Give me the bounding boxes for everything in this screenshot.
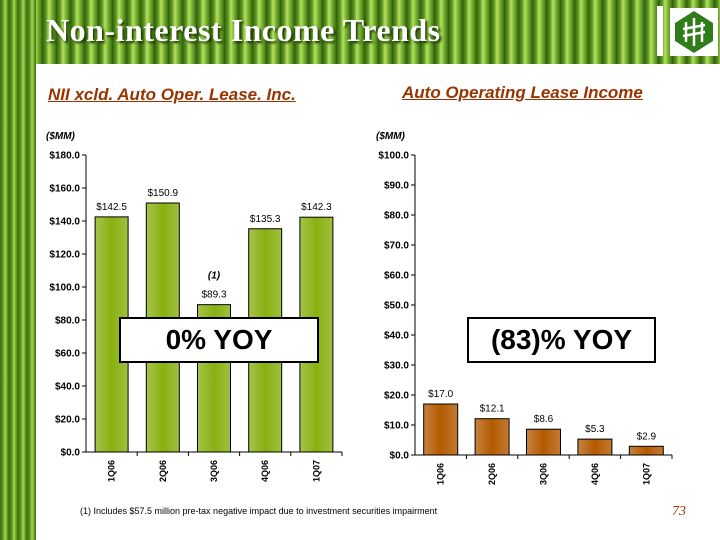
right-y-tick-label: $80.0 (384, 211, 409, 222)
right-yoy-callout: (83)% YOY (467, 317, 656, 363)
company-logo-icon (670, 8, 718, 56)
left-bar-value-label: $142.5 (96, 202, 127, 213)
right-x-tick-label: 4Q06 (590, 463, 600, 485)
left-y-tick-label: $180.0 (49, 151, 80, 162)
right-unit-label: ($MM) (376, 131, 405, 142)
left-chart-title: NII xcld. Auto Oper. Lease. Inc. (48, 85, 296, 104)
right-x-tick-label: 2Q06 (487, 463, 497, 485)
left-y-tick-label: $40.0 (55, 382, 80, 393)
left-y-tick-label: $120.0 (49, 250, 80, 261)
right-y-tick-label: $0.0 (390, 451, 410, 462)
right-bar-value-label: $8.6 (534, 414, 554, 425)
left-x-tick-label: 3Q06 (209, 460, 219, 482)
right-y-tick-label: $40.0 (384, 331, 409, 342)
right-x-tick-label: 1Q06 (436, 463, 446, 485)
logo-divider (657, 6, 663, 56)
right-bar-value-label: $5.3 (585, 424, 605, 435)
right-y-tick-label: $50.0 (384, 301, 409, 312)
left-y-tick-label: $80.0 (55, 316, 80, 327)
left-y-tick-label: $0.0 (61, 448, 81, 459)
left-y-tick-label: $160.0 (49, 184, 80, 195)
left-bar-value-label: $142.3 (301, 202, 332, 213)
left-x-tick-label: 2Q06 (158, 460, 168, 482)
right-y-tick-label: $30.0 (384, 361, 409, 372)
right-bar-value-label: $12.1 (480, 404, 505, 415)
right-bar-value-label: $17.0 (428, 389, 453, 400)
right-chart-title: Auto Operating Lease Income (402, 83, 643, 102)
left-y-tick-label: $140.0 (49, 217, 80, 228)
page-number: 73 (672, 504, 686, 519)
left-y-tick-label: $100.0 (49, 283, 80, 294)
right-y-tick-label: $90.0 (384, 181, 409, 192)
right-y-tick-label: $20.0 (384, 391, 409, 402)
left-bar-value-label: $150.9 (148, 188, 179, 199)
left-bar-value-label: $135.3 (250, 214, 281, 225)
left-y-tick-label: $20.0 (55, 415, 80, 426)
left-x-tick-label: 4Q06 (260, 460, 270, 482)
right-x-tick-label: 1Q07 (641, 463, 651, 485)
footnote: (1) Includes $57.5 million pre-tax negat… (80, 506, 438, 516)
right-y-tick-label: $100.0 (378, 151, 409, 162)
right-bar (577, 438, 613, 456)
left-bar-value-label: $89.3 (201, 290, 226, 301)
left-x-tick-label: 1Q07 (311, 460, 321, 482)
right-x-tick-label: 3Q06 (539, 463, 549, 485)
left-y-tick-label: $60.0 (55, 349, 80, 360)
sidebar-decoration (0, 0, 36, 540)
right-y-tick-label: $60.0 (384, 271, 409, 282)
right-bar (474, 418, 510, 456)
right-y-tick-label: $10.0 (384, 421, 409, 432)
right-bar-value-label: $2.9 (637, 431, 657, 442)
left-bar-annotation: (1) (208, 271, 221, 282)
right-bar (423, 403, 459, 456)
right-bar (526, 428, 561, 456)
left-x-tick-label: 1Q06 (107, 460, 117, 482)
page-title: Non-interest Income Trends (46, 12, 441, 48)
left-yoy-callout: 0% YOY (119, 317, 319, 363)
right-bar (628, 445, 664, 456)
header-banner (0, 0, 720, 64)
left-unit-label: ($MM) (46, 131, 75, 142)
right-y-tick-label: $70.0 (384, 241, 409, 252)
